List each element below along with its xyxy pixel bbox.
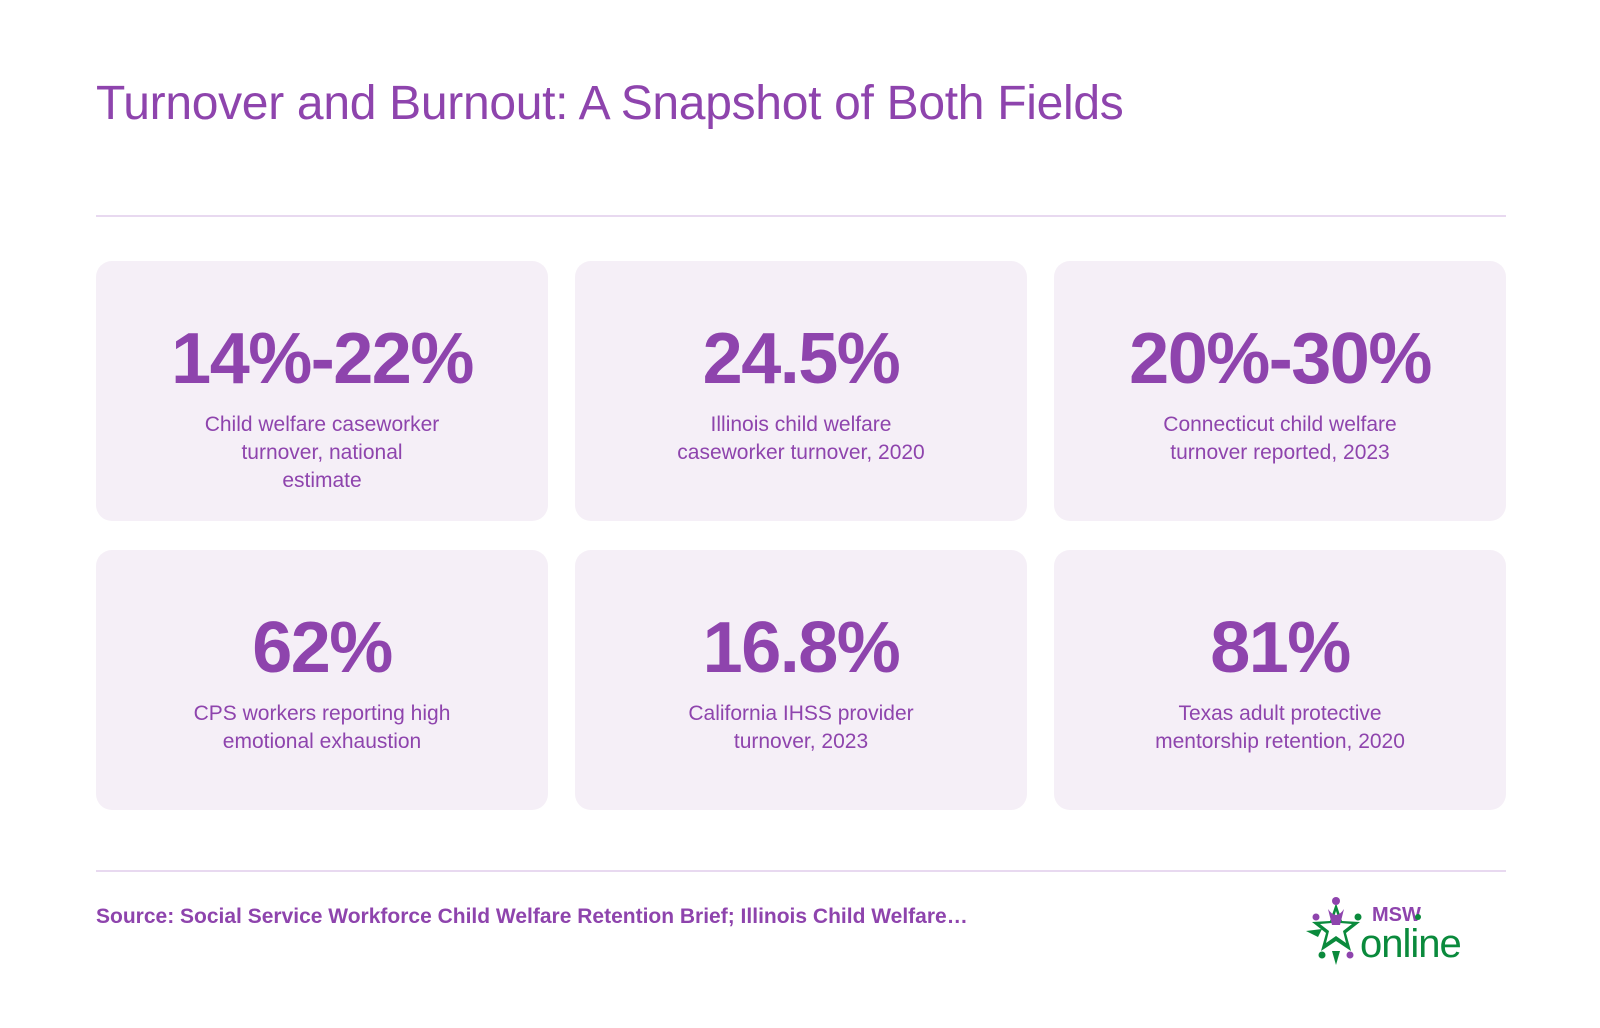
stat-card: 62% CPS workers reporting high emotional… — [96, 550, 548, 810]
stat-value: 20%-30% — [1129, 319, 1432, 399]
stat-value: 24.5% — [702, 319, 901, 399]
stat-description-line: estimate — [282, 469, 362, 492]
stat-description: CPS workers reporting high emotional exh… — [194, 700, 451, 756]
stat-description: Connecticut child welfare turnover repor… — [1163, 411, 1396, 467]
stat-value: 62% — [252, 608, 393, 688]
page-title: Turnover and Burnout: A Snapshot of Both… — [96, 77, 1124, 130]
stat-value: 16.8% — [702, 608, 901, 688]
stat-description: Illinois child welfare caseworker turnov… — [677, 411, 924, 467]
logo-msw-text: MSW — [1372, 904, 1421, 926]
source-note: Source: Social Service Workforce Child W… — [96, 905, 968, 928]
stat-card: 24.5% Illinois child welfare caseworker … — [575, 261, 1027, 521]
top-divider — [96, 215, 1506, 217]
stat-description-line: California IHSS provider — [688, 702, 914, 725]
msw-online-logo: MSW online — [1306, 897, 1462, 966]
bottom-divider — [96, 870, 1506, 872]
stat-description-line: Child welfare caseworker — [204, 413, 440, 436]
stat-description-line: turnover, 2023 — [733, 730, 869, 753]
stat-description-line: caseworker turnover, 2020 — [677, 441, 925, 464]
stat-description: Texas adult protective mentorship retent… — [1155, 700, 1405, 756]
stat-value: 81% — [1210, 608, 1351, 688]
stat-description-line: turnover reported, 2023 — [1170, 441, 1390, 464]
stat-description-line: CPS workers reporting high — [193, 702, 451, 725]
stat-value: 14%-22% — [171, 319, 474, 399]
stat-card: 81% Texas adult protective mentorship re… — [1054, 550, 1506, 810]
stat-description: Child welfare caseworker turnover, natio… — [205, 411, 440, 495]
stat-description-line: mentorship retention, 2020 — [1155, 730, 1405, 753]
stat-card: 14%-22% Child welfare caseworker turnove… — [96, 261, 548, 521]
stat-description-line: Illinois child welfare — [710, 413, 892, 436]
stat-description-line: Connecticut child welfare — [1163, 413, 1397, 436]
stat-description-line: turnover, national — [241, 441, 403, 464]
stat-description-line: emotional exhaustion — [222, 730, 422, 753]
stat-card: 16.8% California IHSS provider turnover,… — [575, 550, 1027, 810]
logo-online-text: online — [1360, 922, 1461, 966]
stat-description: California IHSS provider turnover, 2023 — [688, 700, 913, 756]
stat-description-line: Texas adult protective — [1178, 702, 1382, 725]
stats-grid: 14%-22% Child welfare caseworker turnove… — [96, 261, 1506, 810]
stat-card: 20%-30% Connecticut child welfare turnov… — [1054, 261, 1506, 521]
logo-star-icon — [1306, 897, 1362, 965]
